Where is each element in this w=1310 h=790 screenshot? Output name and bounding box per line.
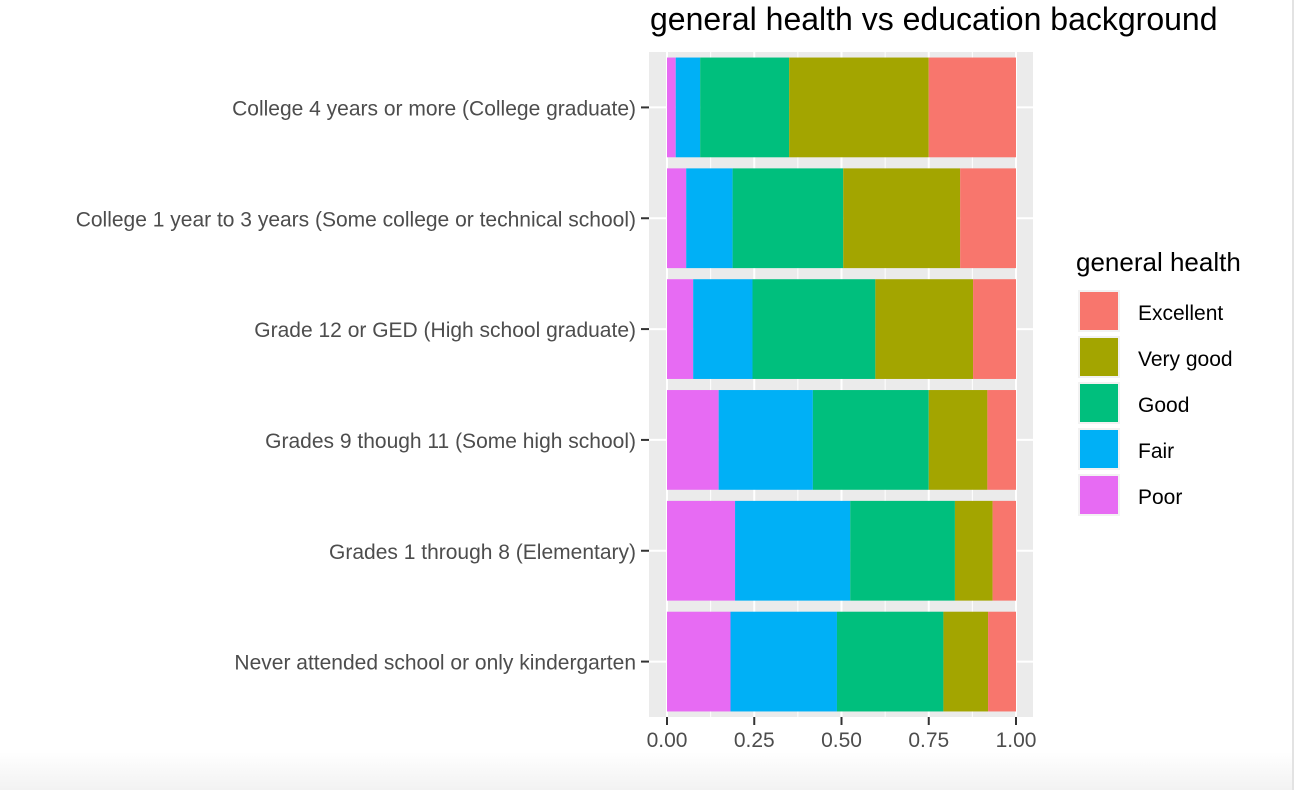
bar-segment-fair: [730, 611, 837, 712]
legend-swatch: [1080, 476, 1118, 514]
y-tick-label: Grade 12 or GED (High school graduate): [254, 319, 636, 342]
bar-segment-poor: [667, 279, 694, 379]
y-tick-label: Grades 1 through 8 (Elementary): [329, 541, 636, 564]
x-tick-label: 1.00: [996, 729, 1037, 752]
bar-segment-poor: [667, 390, 719, 490]
x-tick-label: 0.50: [821, 729, 862, 752]
legend-label: Poor: [1138, 486, 1182, 509]
bar-segment-very-good: [875, 279, 974, 379]
bar-segment-excellent: [988, 611, 1016, 712]
bar-segment-excellent: [960, 168, 1016, 269]
x-tick-label: 0.75: [908, 729, 949, 752]
x-axis: 0.00 0.25 0.50 0.75 1.00: [647, 717, 1037, 752]
bar-segment-excellent: [987, 390, 1016, 490]
bar-segment-very-good: [943, 611, 989, 712]
bar-segment-poor: [667, 57, 676, 158]
bar-segment-excellent: [973, 279, 1016, 379]
bar-segment-fair: [675, 57, 701, 158]
bar-segment-very-good: [843, 168, 961, 269]
bar-segment-very-good: [789, 57, 929, 158]
legend-swatch: [1080, 384, 1118, 422]
x-tick-label: 0.00: [647, 729, 688, 752]
bar-segment-excellent: [928, 57, 1016, 158]
y-tick-label: Never attended school or only kindergart…: [234, 652, 636, 675]
legend-label: Good: [1138, 394, 1189, 417]
bar-segment-poor: [667, 500, 736, 601]
bar-segment-fair: [735, 500, 851, 601]
y-axis: College 4 years or more (College graduat…: [76, 97, 649, 675]
window-edge: [1292, 0, 1294, 790]
legend: general health Excellent Very good Good Fai…: [1076, 247, 1241, 516]
legend-swatch: [1080, 338, 1118, 376]
bar-segment-good: [752, 279, 876, 379]
bar-segment-excellent: [992, 500, 1016, 601]
legend-label: Excellent: [1138, 302, 1223, 325]
x-axis-title: count: [809, 756, 873, 786]
bar-segment-poor: [667, 611, 731, 712]
bar-segment-good: [700, 57, 790, 158]
x-tick-label: 0.25: [734, 729, 775, 752]
y-tick-label: Grades 9 though 11 (Some high school): [265, 430, 636, 453]
legend-label: Very good: [1138, 348, 1233, 371]
bar-segment-good: [732, 168, 844, 269]
bar-segment-fair: [693, 279, 753, 379]
chart-title: general health vs education background: [650, 1, 1218, 37]
y-tick-label: College 1 year to 3 years (Some college …: [76, 208, 636, 231]
bars: [667, 57, 1016, 712]
bar-segment-good: [850, 500, 955, 601]
bar-segment-very-good: [954, 500, 993, 601]
bar-segment-good: [836, 611, 944, 712]
bar-segment-fair: [686, 168, 733, 269]
legend-swatch: [1080, 430, 1118, 468]
legend-label: Fair: [1138, 440, 1174, 463]
legend-title: general health: [1076, 247, 1241, 277]
bar-segment-good: [812, 390, 929, 490]
bar-segment-very-good: [928, 390, 988, 490]
legend-swatch: [1080, 292, 1118, 330]
bar-segment-fair: [718, 390, 813, 490]
y-tick-label: College 4 years or more (College graduat…: [232, 97, 636, 120]
bar-segment-poor: [667, 168, 687, 269]
